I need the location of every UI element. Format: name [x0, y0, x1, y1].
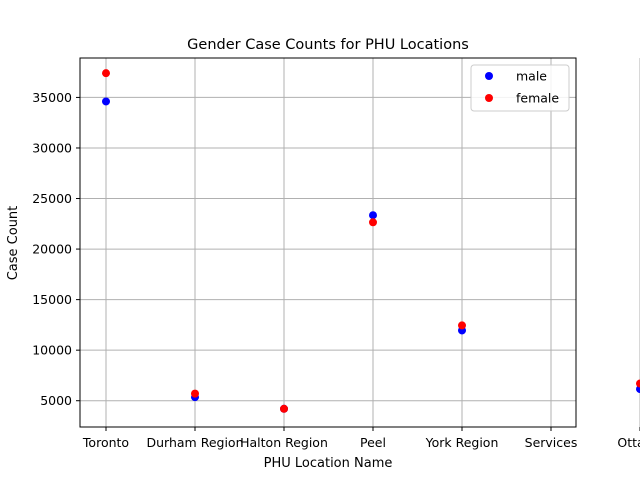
x-tick-label: Ottawa — [617, 435, 640, 450]
y-tick-label: 20000 — [32, 242, 72, 257]
x-axis-label: PHU Location Name — [264, 456, 393, 471]
legend-marker-female — [485, 94, 493, 102]
point-female — [191, 389, 199, 398]
point-male — [102, 97, 110, 106]
x-tick-label: Services — [525, 435, 578, 450]
point-female — [369, 218, 377, 227]
legend-box — [470, 64, 570, 112]
point-female — [458, 321, 466, 330]
y-tick-label: 30000 — [32, 140, 72, 155]
y-tick-label: 25000 — [32, 191, 72, 206]
x-tick-label: Peel — [360, 435, 386, 450]
legend: male female — [470, 64, 570, 112]
chart-title: Gender Case Counts for PHU Locations — [187, 37, 469, 53]
y-tick-label: 10000 — [32, 343, 72, 358]
legend-marker-male — [485, 72, 493, 80]
point-male — [369, 211, 377, 220]
plot-frame — [79, 57, 577, 428]
x-tick-label: Durham Region — [147, 435, 244, 450]
axes — [76, 57, 640, 431]
y-tick-label: 5000 — [40, 393, 72, 408]
point-female — [280, 404, 288, 413]
x-tick-label: York Region — [425, 435, 499, 450]
y-tick-label: 15000 — [32, 292, 72, 307]
point-female — [102, 69, 110, 78]
legend-label-female: female — [516, 91, 559, 106]
y-tick-label: 35000 — [32, 90, 72, 105]
data-points — [102, 69, 640, 413]
y-axis-label: Case Count — [6, 206, 21, 281]
x-tick-label: Halton Region — [240, 435, 328, 450]
grid — [80, 58, 640, 427]
point-female — [636, 379, 640, 388]
x-tick-label: Toronto — [82, 435, 129, 450]
legend-label-male: male — [516, 69, 547, 84]
